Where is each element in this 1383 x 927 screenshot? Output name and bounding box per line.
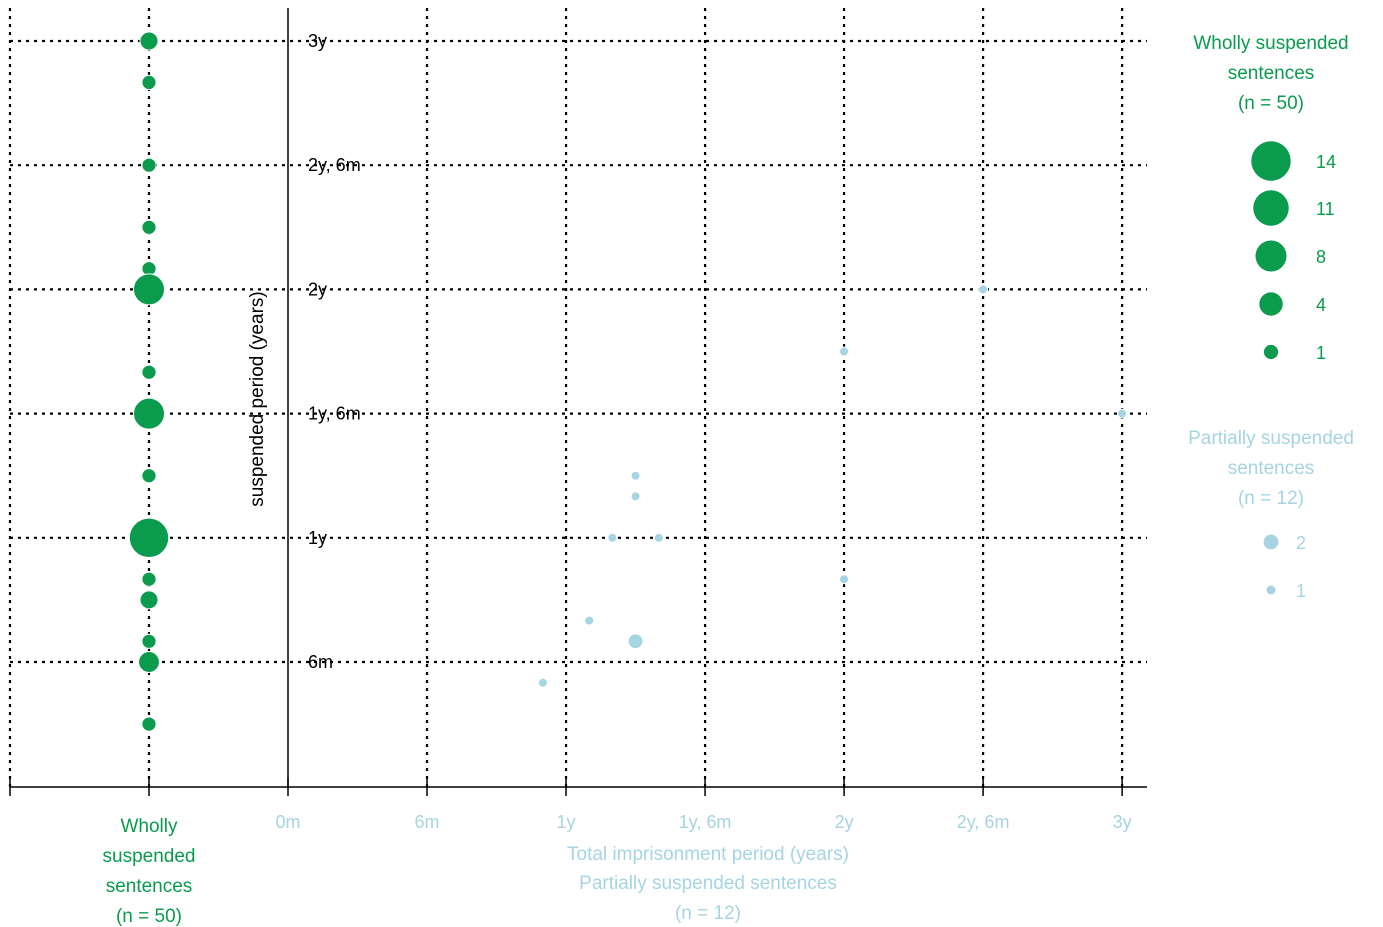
wholly-group-label: (n = 50) xyxy=(116,906,182,927)
wholly-group-label: Wholly xyxy=(120,816,178,837)
y-tick-label: 6m xyxy=(308,652,333,672)
partial-point xyxy=(839,346,850,357)
wholly-point xyxy=(139,590,159,610)
y-tick-label: 3y xyxy=(308,31,327,51)
legend-partial-title: sentences xyxy=(1228,458,1315,479)
y-tick-label: 2y, 6m xyxy=(308,155,361,175)
x-tick-label: 1y, 6m xyxy=(679,812,732,832)
legend-wholly-title: Wholly suspended xyxy=(1193,33,1348,54)
legend-wholly-swatch xyxy=(1251,141,1291,181)
legend-wholly-value: 1 xyxy=(1316,343,1326,363)
data-points xyxy=(128,31,1128,732)
wholly-point xyxy=(141,633,157,649)
legend-partial-title: Partially suspended xyxy=(1188,428,1354,449)
wholly-point xyxy=(141,219,157,235)
legend-wholly-value: 4 xyxy=(1316,295,1326,315)
wholly-point xyxy=(141,571,157,587)
partial-point xyxy=(607,532,618,543)
legend-wholly-title: (n = 50) xyxy=(1238,93,1304,114)
partial-point xyxy=(627,633,644,650)
wholly-point xyxy=(141,468,157,484)
wholly-point xyxy=(128,517,170,559)
grid-lines xyxy=(8,8,1147,787)
axes xyxy=(9,8,1147,796)
wholly-group-label: sentences xyxy=(106,876,193,897)
wholly-point xyxy=(138,651,160,673)
x-tick-label: 3y xyxy=(1113,812,1132,832)
y-tick-label: 1y xyxy=(308,528,327,548)
wholly-point xyxy=(141,716,157,732)
legend-partial-value: 1 xyxy=(1296,581,1306,601)
partial-point xyxy=(839,574,850,585)
partial-group-label: (n = 12) xyxy=(675,903,741,924)
partial-point xyxy=(584,615,595,626)
legend-wholly-swatch xyxy=(1259,292,1283,316)
partial-point xyxy=(630,491,641,502)
wholly-point xyxy=(139,31,159,51)
x-tick-label: 1y xyxy=(557,812,576,832)
partial-point xyxy=(978,284,989,295)
partial-point xyxy=(1117,408,1128,419)
legend-wholly-value: 11 xyxy=(1316,199,1335,219)
legend-wholly-title: sentences xyxy=(1228,63,1315,84)
partial-group-label: Partially suspended sentences xyxy=(579,873,837,894)
legend-partial-swatch xyxy=(1266,585,1276,595)
wholly-point xyxy=(141,364,157,380)
x-axis-title: Total imprisonment period (years) xyxy=(567,844,849,865)
legend-partial-title: (n = 12) xyxy=(1238,488,1304,509)
partial-point xyxy=(537,677,548,688)
x-tick-label: 2y xyxy=(835,812,854,832)
y-tick-label: 2y xyxy=(308,279,327,299)
wholly-group-label: suspended xyxy=(103,846,196,867)
legend-wholly-swatch xyxy=(1253,190,1289,226)
x-tick-label: 2y, 6m xyxy=(957,812,1010,832)
legend-partial-value: 2 xyxy=(1296,533,1306,553)
legend-wholly-value: 8 xyxy=(1316,247,1326,267)
wholly-point xyxy=(141,74,157,91)
legend-partial-swatch xyxy=(1263,534,1279,550)
x-tick-label: 0m xyxy=(275,812,300,832)
legend-wholly-value: 14 xyxy=(1316,152,1336,172)
partial-point xyxy=(653,532,664,543)
wholly-point xyxy=(132,273,166,306)
legend-wholly-swatch xyxy=(1255,240,1287,272)
legend-wholly-swatch xyxy=(1263,344,1279,360)
y-axis-title: suspended period (years) xyxy=(247,291,268,506)
partial-point xyxy=(630,470,641,481)
axis-labels: 6m 1y 1y, 6m 2y 2y, 6m 3y suspended period (ye… xyxy=(103,31,1132,927)
x-tick-label: 6m xyxy=(415,812,440,832)
wholly-point xyxy=(141,157,157,173)
y-tick-label: 1y, 6m xyxy=(308,404,361,424)
wholly-point xyxy=(132,397,166,430)
